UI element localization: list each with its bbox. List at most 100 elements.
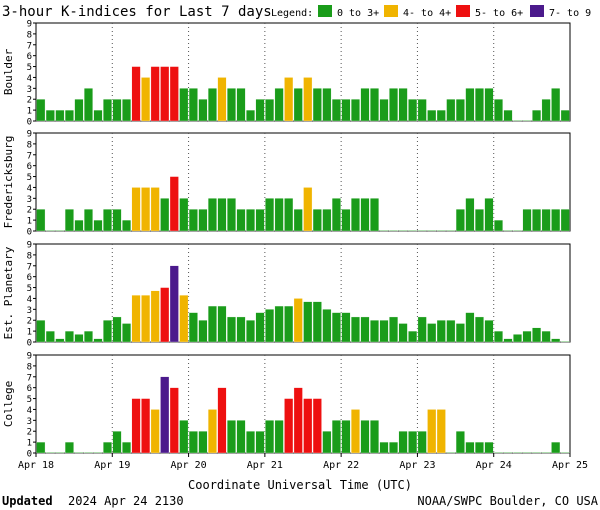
k-index-bar (236, 316, 246, 343)
y-tick-label: 3 (27, 85, 32, 95)
legend-label: Legend: (271, 8, 313, 19)
k-index-bar (198, 431, 208, 454)
k-index-bar (513, 230, 522, 232)
k-index-bar (303, 77, 313, 122)
k-index-bar (465, 441, 475, 454)
k-index-bar (465, 312, 475, 343)
k-index-bar (560, 209, 570, 232)
k-index-bar (379, 441, 389, 454)
k-index-bar (312, 209, 322, 232)
k-index-bar (103, 441, 112, 454)
k-index-bar (522, 452, 532, 454)
k-index-bar (322, 431, 332, 454)
k-index-bar (436, 230, 446, 232)
k-index-bar (389, 441, 399, 454)
k-index-bar (227, 88, 236, 122)
k-index-bar (351, 409, 360, 454)
legend: Legend: 0 to 3+ 4- to 4+ 5- to 6+ 7- to … (271, 5, 591, 19)
legend-swatch-red (456, 5, 470, 17)
k-index-bar (103, 99, 112, 122)
k-index-bar (84, 452, 93, 454)
y-tick-label: 8 (27, 362, 32, 372)
k-index-bar (207, 198, 217, 232)
k-index-bar (112, 99, 122, 122)
k-index-bar (503, 452, 513, 454)
k-index-bar (398, 88, 408, 122)
k-index-bar (45, 452, 55, 454)
k-index-bar (274, 198, 284, 232)
k-index-bar (122, 219, 132, 232)
k-index-bar (370, 420, 379, 454)
k-index-bar (522, 120, 532, 122)
k-index-bar (379, 230, 389, 232)
k-index-bar (217, 387, 227, 454)
k-index-bar (179, 295, 189, 343)
k-index-bar (160, 287, 170, 343)
updated-value: 2024 Apr 24 2130 (68, 494, 184, 508)
y-tick-label: 2 (27, 317, 32, 327)
legend-entry-red: 5- to 6+ (475, 8, 523, 19)
y-tick-label: 5 (27, 173, 32, 183)
k-index-bar (484, 88, 494, 122)
k-index-bar (322, 88, 332, 122)
y-tick-label: 4 (27, 406, 32, 416)
k-index-bar (293, 298, 303, 343)
k-index-bar (560, 109, 570, 122)
k-index-bar (293, 387, 303, 454)
k-index-bar (446, 320, 456, 343)
k-index-bar (55, 109, 65, 122)
k-index-bar (112, 316, 122, 343)
k-index-bar (150, 290, 160, 343)
y-tick-label: 6 (27, 384, 32, 394)
k-index-bar (198, 209, 208, 232)
y-tick-label: 8 (27, 251, 32, 261)
y-tick-label: 0 (27, 118, 32, 128)
k-index-bar (474, 316, 484, 343)
k-index-bar (217, 198, 227, 232)
k-index-bar (236, 88, 246, 122)
k-index-bar (160, 66, 170, 122)
k-index-bar (179, 420, 189, 454)
k-index-bar (532, 209, 542, 232)
k-index-bar (64, 209, 74, 232)
k-index-bar (55, 230, 65, 232)
k-index-bar (341, 99, 351, 122)
k-index-bar (236, 209, 246, 232)
k-index-bar (217, 77, 227, 122)
y-tick-label: 9 (27, 20, 32, 30)
y-tick-label: 9 (27, 352, 32, 362)
k-index-bar (55, 338, 65, 343)
k-index-bar (494, 452, 503, 454)
k-index-bar (398, 323, 408, 343)
k-index-bar (484, 441, 494, 454)
k-index-bar (408, 431, 418, 454)
k-index-bar (169, 265, 179, 343)
k-index-bar (84, 88, 93, 122)
x-tick-label: Apr 23 (399, 460, 435, 471)
k-index-bar (93, 109, 103, 122)
k-index-bar (112, 431, 122, 454)
k-index-bar (207, 305, 217, 343)
k-index-bar (74, 452, 84, 454)
k-index-bar (36, 99, 46, 122)
k-index-bar (150, 187, 160, 232)
k-index-bar (112, 209, 122, 232)
k-index-bar (503, 338, 513, 343)
k-index-bar (227, 420, 236, 454)
k-index-bar (84, 330, 93, 343)
k-index-bar (198, 320, 208, 343)
y-tick-label: 6 (27, 162, 32, 172)
k-index-bar (551, 88, 561, 122)
k-index-bar (169, 387, 179, 454)
k-index-bar (379, 320, 389, 343)
k-index-bar (351, 99, 360, 122)
k-index-bar (64, 441, 74, 454)
k-index-bar (331, 198, 341, 232)
k-index-bar (141, 398, 151, 454)
k-index-bar (274, 305, 284, 343)
y-tick-label: 1 (27, 217, 32, 227)
k-index-bar (303, 398, 313, 454)
